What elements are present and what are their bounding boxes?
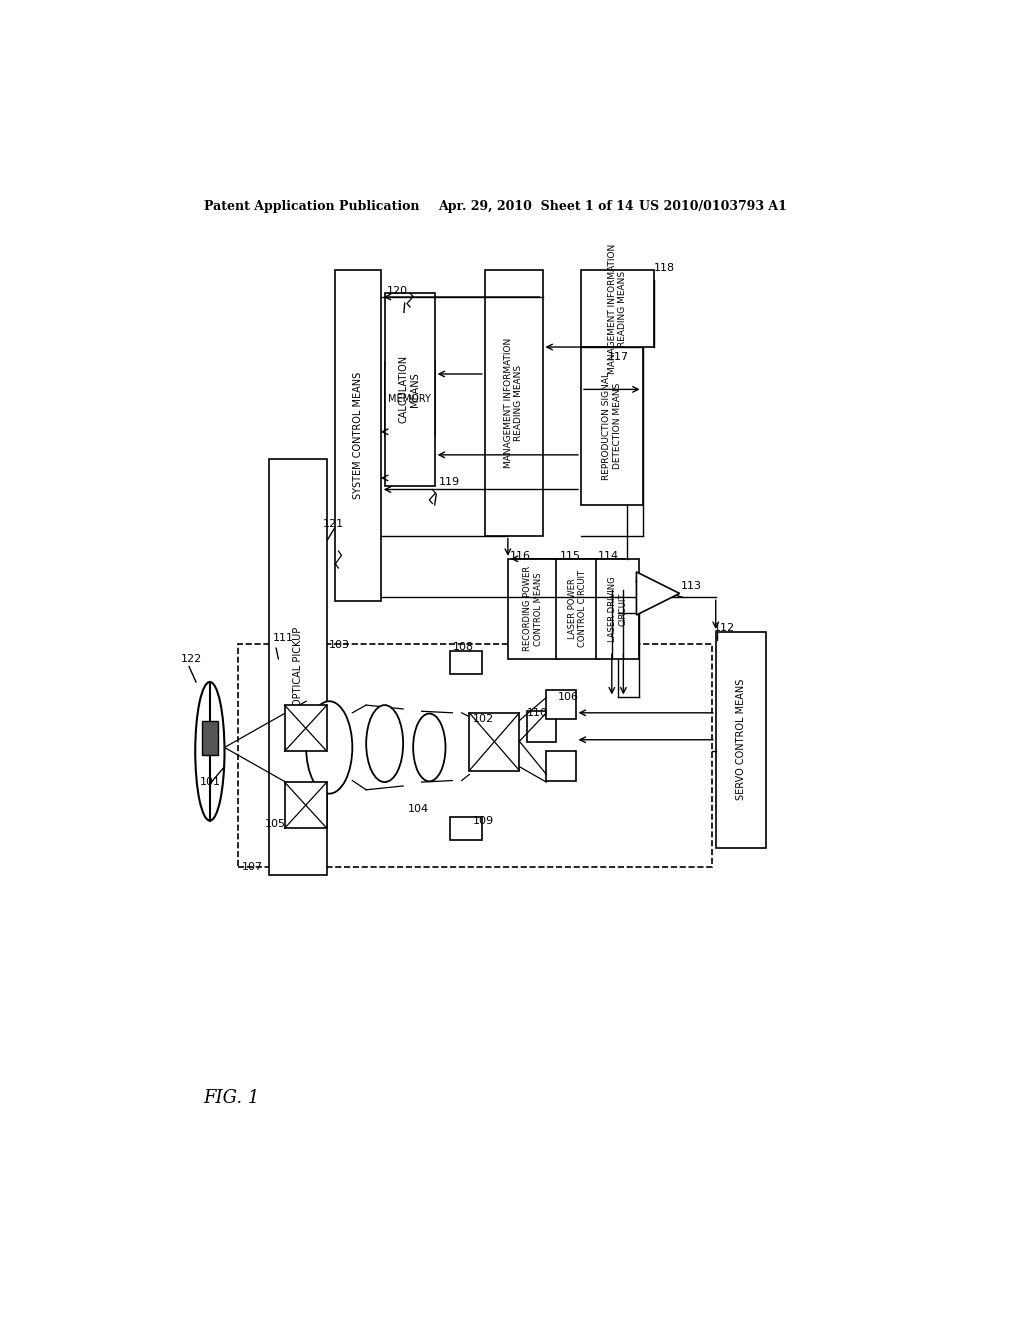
Ellipse shape [367, 705, 403, 781]
Text: 106: 106 [558, 693, 579, 702]
Polygon shape [637, 572, 680, 615]
Bar [716, 632, 766, 847]
Text: 119: 119 [438, 477, 460, 487]
Text: SYSTEM CONTROL MEANS: SYSTEM CONTROL MEANS [352, 372, 362, 499]
Bar [335, 271, 381, 601]
Text: 115: 115 [559, 552, 581, 561]
Text: MANAGEMENT INFORMATION
READING MEANS: MANAGEMENT INFORMATION READING MEANS [608, 243, 628, 374]
Ellipse shape [413, 714, 445, 781]
Text: SERVO CONTROL MEANS: SERVO CONTROL MEANS [736, 678, 745, 800]
Text: 112: 112 [714, 623, 735, 634]
Bar [285, 781, 327, 829]
Text: Apr. 29, 2010  Sheet 1 of 14: Apr. 29, 2010 Sheet 1 of 14 [438, 199, 634, 213]
Text: 102: 102 [472, 714, 494, 723]
Bar [581, 347, 643, 506]
Text: 122: 122 [180, 653, 202, 664]
Bar [239, 644, 712, 867]
Text: 111: 111 [273, 634, 294, 643]
Bar [596, 558, 639, 659]
Text: 114: 114 [598, 552, 620, 561]
Text: LASER POWER
CONTROL CIRCUIT: LASER POWER CONTROL CIRCUIT [568, 570, 587, 647]
Text: US 2010/0103793 A1: US 2010/0103793 A1 [639, 199, 786, 213]
Text: 101: 101 [200, 777, 221, 787]
Text: REPRODUCTION SIGNAL
DETECTION MEANS: REPRODUCTION SIGNAL DETECTION MEANS [602, 372, 622, 480]
Bar [508, 558, 558, 659]
Text: LASER DRIVING
CIRCUIT: LASER DRIVING CIRCUIT [608, 576, 628, 642]
Text: 103: 103 [330, 640, 350, 649]
Text: 121: 121 [323, 519, 344, 529]
Bar [385, 363, 435, 436]
Bar [269, 459, 327, 875]
Text: CALCULATION
MEANS: CALCULATION MEANS [399, 355, 421, 424]
Text: 107: 107 [243, 862, 263, 871]
Text: 108: 108 [453, 643, 473, 652]
Text: MEMORY: MEMORY [388, 395, 431, 404]
Text: 118: 118 [654, 263, 675, 273]
Ellipse shape [306, 701, 352, 793]
Text: 116: 116 [509, 552, 530, 561]
Bar [385, 293, 435, 486]
Text: 104: 104 [408, 804, 429, 814]
Text: 117: 117 [608, 352, 629, 362]
Bar [484, 271, 543, 536]
Text: 110: 110 [526, 708, 548, 718]
Bar [202, 721, 217, 755]
Bar [451, 651, 482, 675]
Bar [547, 751, 575, 780]
Text: MANAGEMENT INFORMATION
READING MEANS: MANAGEMENT INFORMATION READING MEANS [504, 338, 523, 469]
Bar [556, 558, 599, 659]
Bar [451, 817, 482, 840]
Text: FIG. 1: FIG. 1 [204, 1089, 260, 1106]
Text: 109: 109 [473, 816, 495, 825]
Text: RECORDING POWER
CONTROL MEANS: RECORDING POWER CONTROL MEANS [523, 566, 543, 651]
Text: 105: 105 [265, 820, 287, 829]
Bar [581, 271, 654, 347]
Bar [527, 711, 556, 742]
Text: Patent Application Publication: Patent Application Publication [204, 199, 419, 213]
Bar [547, 689, 575, 719]
Bar [469, 713, 519, 771]
Text: OPTICAL PICKUP: OPTICAL PICKUP [293, 627, 303, 706]
Text: 120: 120 [387, 286, 409, 296]
Text: 113: 113 [680, 581, 701, 591]
Bar [285, 705, 327, 751]
